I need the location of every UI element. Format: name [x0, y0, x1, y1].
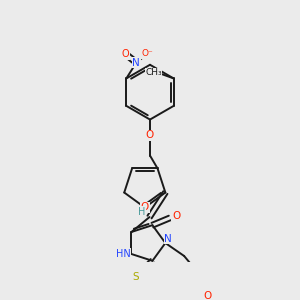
Text: S: S [133, 272, 139, 282]
Text: O: O [204, 291, 212, 300]
Text: H: H [138, 207, 145, 217]
Text: N: N [133, 58, 140, 68]
Text: O: O [122, 49, 129, 59]
Text: O⁻: O⁻ [142, 50, 153, 58]
Text: HN: HN [116, 249, 131, 259]
Text: N: N [164, 234, 172, 244]
Text: CH₃: CH₃ [145, 68, 162, 77]
Text: O: O [141, 202, 149, 212]
Text: O: O [146, 130, 154, 140]
Text: O: O [172, 211, 180, 221]
